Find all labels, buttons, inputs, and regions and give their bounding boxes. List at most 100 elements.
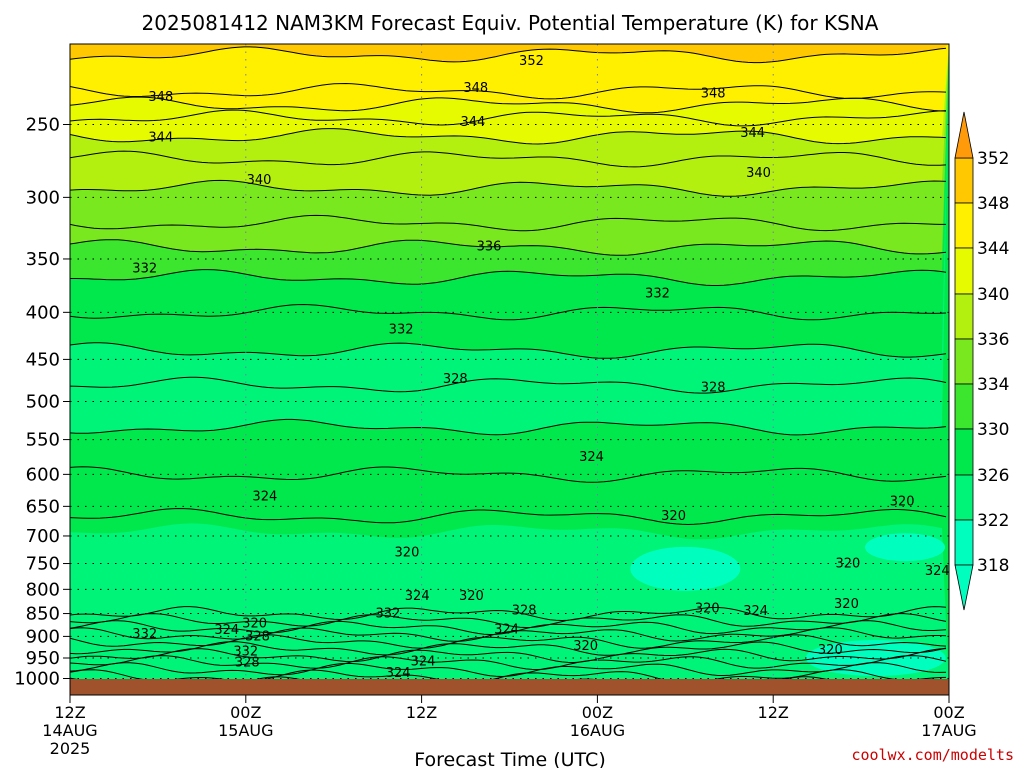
- colorbar-label: 336: [977, 330, 1009, 350]
- y-tick-label: 850: [26, 604, 60, 625]
- isoline-lowlevel: [70, 662, 947, 678]
- contour-label: 344: [460, 115, 485, 130]
- x-tick-label: 15AUG: [218, 721, 273, 740]
- contour-label: 348: [701, 86, 726, 101]
- colorbar-label: 322: [977, 511, 1009, 531]
- band-348: [70, 44, 949, 113]
- x-tick-label: 00Z: [230, 703, 261, 722]
- colorbar: 352 348 344 340 336 334 330 326 322 318: [954, 111, 1009, 611]
- band-patch: [865, 533, 946, 562]
- x-tick-label: 17AUG: [921, 721, 976, 740]
- contour-label: 340: [247, 173, 272, 188]
- contour-label: 332: [233, 645, 258, 660]
- colorbar-label: 330: [977, 420, 1009, 440]
- contour-label: 332: [389, 322, 414, 337]
- y-tick-label: 650: [26, 496, 60, 517]
- contour-label: 320: [818, 643, 843, 658]
- isoline-330: [70, 342, 947, 359]
- colorbar-segment: [954, 202, 974, 249]
- isoline-342: [70, 150, 947, 168]
- contour-label: 320: [890, 494, 915, 509]
- isoline-340: [70, 179, 947, 197]
- isoline-336: [70, 239, 947, 256]
- y-tick-label: 450: [26, 349, 60, 370]
- contour-label: 344: [740, 126, 765, 141]
- contour-label: 332: [645, 286, 670, 301]
- isoline-346: [70, 109, 947, 127]
- contour-label: 348: [148, 90, 173, 105]
- colorbar-segment: [954, 383, 974, 430]
- contour-label: 324: [411, 654, 436, 669]
- colorbar-segment: [954, 157, 974, 204]
- colorbar-label: 348: [977, 194, 1009, 214]
- x-tick-label: 00Z: [933, 703, 964, 722]
- colorbar-label: 352: [977, 149, 1009, 169]
- x-tick-label: 12Z: [406, 703, 437, 722]
- colorbar-segment: [954, 338, 974, 385]
- contour-label: 324: [405, 589, 430, 604]
- contour-label: 324: [579, 450, 604, 465]
- isoline-lowlevel: [70, 620, 947, 636]
- colorbar-segment: [954, 474, 974, 521]
- contour-label: 332: [132, 627, 157, 642]
- contour-label: 324: [252, 489, 277, 504]
- contour-label: 328: [512, 604, 537, 619]
- colorbar-segment: [954, 247, 974, 295]
- isoline-lowlevel: [70, 634, 947, 649]
- colorbar-segment: [954, 519, 974, 566]
- y-tick-label: 350: [26, 249, 60, 270]
- colorbar-segment: [954, 293, 974, 340]
- isoline-lowlevel: [70, 613, 947, 629]
- y-tick-label: 550: [26, 430, 60, 451]
- y-tick-label: 1000: [14, 669, 60, 690]
- contour-label: 320: [573, 639, 598, 654]
- contour-label: 324: [743, 604, 768, 619]
- contour-label: 348: [463, 81, 488, 96]
- y-tick-label: 950: [26, 648, 60, 669]
- y-tick-label: 400: [26, 302, 60, 323]
- x-tick-label: 2025: [50, 739, 91, 758]
- y-tick-label: 500: [26, 392, 60, 413]
- contour-label: 324: [925, 564, 950, 579]
- colorbar-label: 344: [977, 239, 1009, 259]
- y-tick-label: 700: [26, 526, 60, 547]
- isoline-348: [70, 96, 947, 114]
- colorbar-label: 340: [977, 285, 1009, 305]
- colorbar-bottom-arrow: [954, 564, 974, 611]
- colorbar-label: 326: [977, 466, 1009, 486]
- contour-label: 320: [836, 557, 861, 572]
- x-tick-label: 14AUG: [42, 721, 97, 740]
- x-tick-label: 12Z: [758, 703, 789, 722]
- y-tick-label: 300: [26, 187, 60, 208]
- contour-label: 332: [375, 607, 400, 622]
- isoline-332: [70, 303, 947, 321]
- isoline-lowlevel: [70, 669, 947, 684]
- contour-label: 320: [661, 509, 686, 524]
- colorbar-segment: [954, 428, 974, 476]
- isoline-326: [70, 418, 947, 436]
- contour-label: 320: [459, 589, 484, 604]
- isoline-lowlevel: [70, 627, 947, 642]
- contour-label: 328: [245, 629, 270, 644]
- band-patch: [805, 640, 946, 677]
- y-tick-label: 600: [26, 464, 60, 485]
- plot-area: [70, 44, 949, 695]
- isoline-352: [70, 46, 947, 64]
- isoline-344: [70, 128, 947, 145]
- isoline-lowlevel: [70, 648, 947, 664]
- chart-title: 2025081412 NAM3KM Forecast Equiv. Potent…: [142, 11, 879, 35]
- isoline-334: [70, 269, 947, 286]
- contour-label: 324: [386, 666, 411, 681]
- contour-label: 324: [494, 622, 519, 637]
- y-tick-label: 750: [26, 554, 60, 575]
- x-tick-label: 16AUG: [570, 721, 625, 740]
- colorbar-label: 318: [977, 556, 1009, 576]
- isoline-lowlevel: [70, 606, 947, 622]
- plot-frame: [69, 43, 950, 696]
- contour-label: 340: [746, 166, 771, 181]
- colorbar-top-arrow: [954, 111, 974, 159]
- credit-text: coolwx.com/modelts: [851, 746, 1014, 764]
- isoline-350: [70, 82, 947, 100]
- band-322: [70, 523, 949, 695]
